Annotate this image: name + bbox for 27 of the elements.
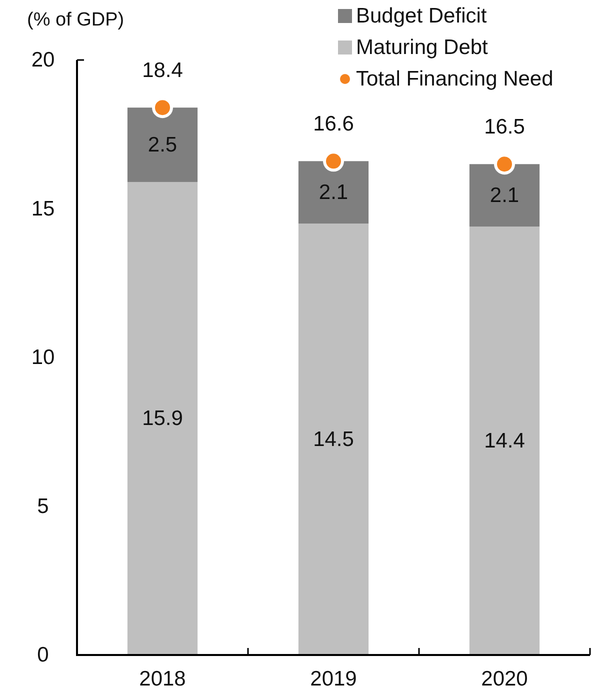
x-tick-label: 2018 bbox=[139, 668, 186, 690]
y-tick-label: 10 bbox=[31, 346, 55, 369]
data-label: 14.4 bbox=[484, 429, 526, 452]
bar bbox=[298, 224, 369, 655]
data-label: 16.5 bbox=[484, 116, 525, 139]
bar bbox=[127, 108, 198, 182]
data-label: 2.5 bbox=[148, 133, 178, 156]
bar bbox=[469, 226, 540, 655]
data-label: 14.5 bbox=[313, 428, 354, 451]
bar bbox=[469, 164, 540, 227]
data-label: 18.4 bbox=[142, 59, 184, 82]
legend-label: Maturing Debt bbox=[356, 36, 488, 59]
x-tick-label: 2019 bbox=[310, 668, 357, 690]
y-tick-label: 5 bbox=[37, 494, 49, 518]
bar bbox=[127, 182, 198, 655]
y-tick-label: 20 bbox=[31, 48, 55, 72]
data-label: 16.6 bbox=[313, 112, 354, 136]
data-label: 15.9 bbox=[142, 406, 183, 430]
data-label: 2.1 bbox=[318, 180, 348, 204]
x-tick-label: 2020 bbox=[481, 668, 528, 690]
y-tick-label: 0 bbox=[37, 644, 49, 666]
y-tick-label: 15 bbox=[31, 197, 55, 220]
bar bbox=[298, 161, 369, 224]
data-label: 2.1 bbox=[490, 184, 520, 207]
legend-label: Budget Deficit bbox=[356, 4, 487, 28]
y-axis-title: (% of GDP) bbox=[27, 10, 124, 30]
legend-label: Total Financing Need bbox=[356, 68, 554, 90]
